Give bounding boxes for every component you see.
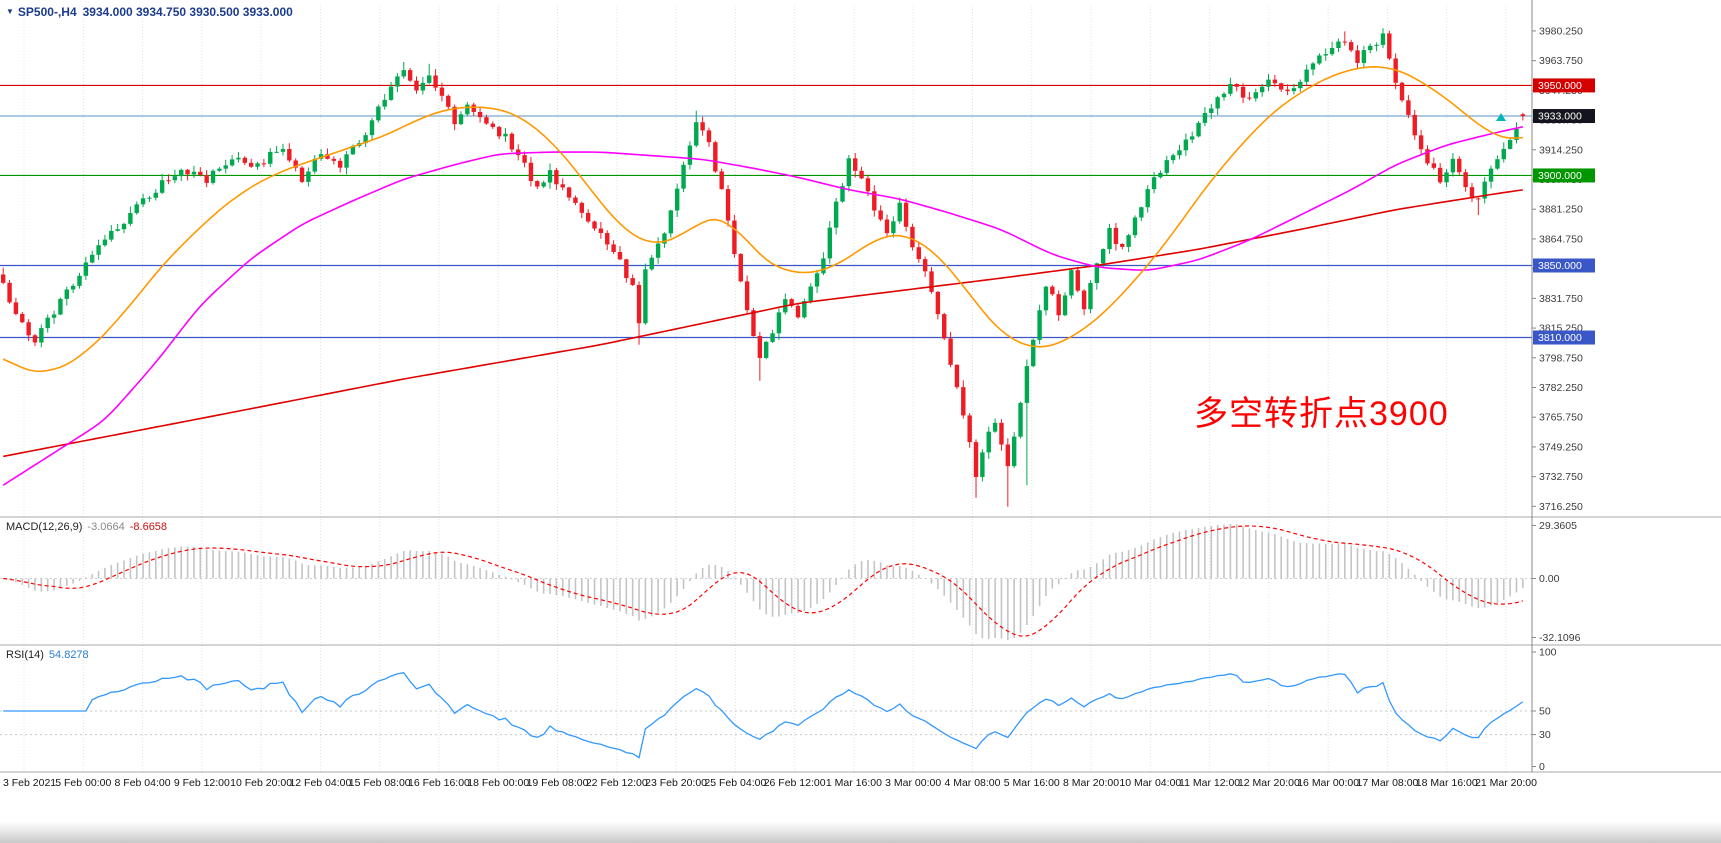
svg-text:3749.250: 3749.250: [1539, 441, 1583, 453]
svg-text:3810.000: 3810.000: [1538, 332, 1582, 344]
buy-arrow-icon: [1496, 113, 1506, 121]
macd-main-value: -3.0664: [87, 521, 125, 533]
ma-slow-line: [3, 189, 1523, 458]
svg-text:12 Feb 04:00: 12 Feb 04:00: [289, 777, 351, 789]
collapse-chart-icon[interactable]: ▼: [6, 7, 14, 16]
svg-text:26 Feb 12:00: 26 Feb 12:00: [764, 777, 826, 789]
rsi-axis[interactable]: 100 50 30 0: [1532, 647, 1557, 774]
svg-text:0.00: 0.00: [1539, 573, 1560, 585]
svg-text:16 Feb 16:00: 16 Feb 16:00: [408, 777, 470, 789]
svg-text:100: 100: [1539, 647, 1557, 659]
symbol-header: ▼ SP500-,H4 3934.000 3934.750 3930.500 393…: [6, 5, 293, 19]
svg-text:9 Feb 12:00: 9 Feb 12:00: [174, 777, 230, 789]
svg-text:3831.750: 3831.750: [1539, 293, 1583, 305]
svg-text:30: 30: [1539, 729, 1551, 741]
svg-text:5 Mar 16:00: 5 Mar 16:00: [1004, 777, 1060, 789]
price-level-tag: 3850.000: [1533, 258, 1595, 273]
svg-text:29.3605: 29.3605: [1539, 520, 1577, 532]
rsi-indicator-label: RSI(14) 54.8278: [6, 649, 89, 661]
ma-fast-line: [2, 66, 1523, 373]
svg-text:8 Mar 20:00: 8 Mar 20:00: [1063, 777, 1119, 789]
svg-text:3798.750: 3798.750: [1539, 352, 1583, 364]
svg-text:3914.250: 3914.250: [1539, 144, 1583, 156]
svg-text:11 Mar 12:00: 11 Mar 12:00: [1179, 777, 1240, 789]
svg-text:3950.000: 3950.000: [1538, 80, 1582, 92]
svg-text:3963.750: 3963.750: [1539, 55, 1583, 67]
macd-signal-value: -8.6658: [129, 521, 168, 533]
svg-text:10 Feb 20:00: 10 Feb 20:00: [230, 777, 292, 789]
svg-text:3732.750: 3732.750: [1539, 471, 1583, 483]
macd-name: MACD(12,26,9): [6, 521, 83, 533]
svg-text:1 Mar 16:00: 1 Mar 16:00: [826, 777, 882, 789]
svg-text:3881.250: 3881.250: [1539, 204, 1583, 216]
window-bottom-edge: [0, 821, 1721, 843]
svg-text:3 Mar 00:00: 3 Mar 00:00: [885, 777, 941, 789]
svg-text:3 Feb 2021: 3 Feb 2021: [3, 777, 56, 789]
symbol-timeframe-label: SP500-,H4: [17, 5, 77, 19]
svg-text:21 Mar 20:00: 21 Mar 20:00: [1475, 777, 1537, 789]
price-level-tag: 3933.000: [1533, 109, 1595, 124]
svg-text:5 Feb 00:00: 5 Feb 00:00: [55, 777, 111, 789]
svg-text:-32.1096: -32.1096: [1539, 632, 1581, 644]
rsi-line: [3, 671, 1524, 759]
svg-text:3850.000: 3850.000: [1538, 260, 1582, 272]
svg-text:18 Feb 00:00: 18 Feb 00:00: [467, 777, 529, 789]
svg-text:3980.250: 3980.250: [1539, 25, 1583, 37]
svg-text:15 Feb 08:00: 15 Feb 08:00: [349, 777, 411, 789]
ma-mid-line: [2, 126, 1524, 486]
svg-text:17 Mar 08:00: 17 Mar 08:00: [1357, 777, 1419, 789]
svg-text:18 Mar 16:00: 18 Mar 16:00: [1416, 777, 1478, 789]
svg-text:12 Mar 20:00: 12 Mar 20:00: [1238, 777, 1300, 789]
price-level-tag: 3900.000: [1533, 168, 1595, 183]
rsi-name: RSI(14): [6, 649, 44, 661]
svg-text:10 Mar 04:00: 10 Mar 04:00: [1119, 777, 1181, 789]
time-axis[interactable]: 3 Feb 2021 5 Feb 00:00 8 Feb 04:00 9 Feb 12…: [3, 777, 1537, 789]
rsi-value: 54.8278: [48, 649, 89, 661]
svg-text:3933.000: 3933.000: [1538, 111, 1582, 123]
price-level-tag: 3810.000: [1533, 330, 1595, 345]
svg-text:25 Feb 04:00: 25 Feb 04:00: [704, 777, 766, 789]
svg-text:3864.750: 3864.750: [1539, 233, 1583, 245]
candlesticks: [1, 28, 1526, 507]
chart-annotation-text: 多空转折点3900: [1194, 395, 1449, 433]
svg-text:3900.000: 3900.000: [1538, 170, 1582, 182]
svg-text:3765.750: 3765.750: [1539, 412, 1583, 424]
price-level-tag: 3950.000: [1533, 78, 1595, 93]
svg-text:19 Feb 08:00: 19 Feb 08:00: [527, 777, 589, 789]
macd-axis[interactable]: 29.3605 0.00 -32.1096: [1532, 520, 1581, 644]
svg-text:3716.250: 3716.250: [1539, 501, 1583, 513]
svg-text:23 Feb 20:00: 23 Feb 20:00: [645, 777, 707, 789]
ohlc-readout: 3934.000 3934.750 3930.500 3933.000: [82, 5, 293, 19]
macd-histogram: [8, 524, 1524, 640]
svg-text:22 Feb 12:00: 22 Feb 12:00: [586, 777, 648, 789]
svg-text:3782.250: 3782.250: [1539, 382, 1583, 394]
svg-text:16 Mar 00:00: 16 Mar 00:00: [1297, 777, 1359, 789]
horizontal-level-lines[interactable]: [0, 84, 1532, 339]
svg-text:4 Mar 08:00: 4 Mar 08:00: [944, 777, 1000, 789]
svg-text:8 Feb 04:00: 8 Feb 04:00: [115, 777, 171, 789]
macd-indicator-label: MACD(12,26,9) -3.0664 -8.6658: [6, 521, 167, 533]
svg-text:50: 50: [1539, 706, 1551, 718]
svg-text:0: 0: [1539, 761, 1545, 773]
macd-signal-line: [3, 525, 1524, 637]
